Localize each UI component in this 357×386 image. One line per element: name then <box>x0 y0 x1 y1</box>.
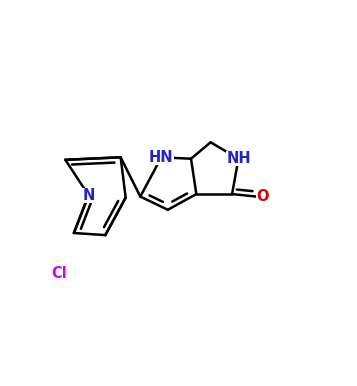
Text: NH: NH <box>226 151 251 166</box>
Text: O: O <box>256 189 269 204</box>
Text: Cl: Cl <box>51 266 67 281</box>
Text: HN: HN <box>149 150 174 165</box>
Text: N: N <box>82 188 95 203</box>
